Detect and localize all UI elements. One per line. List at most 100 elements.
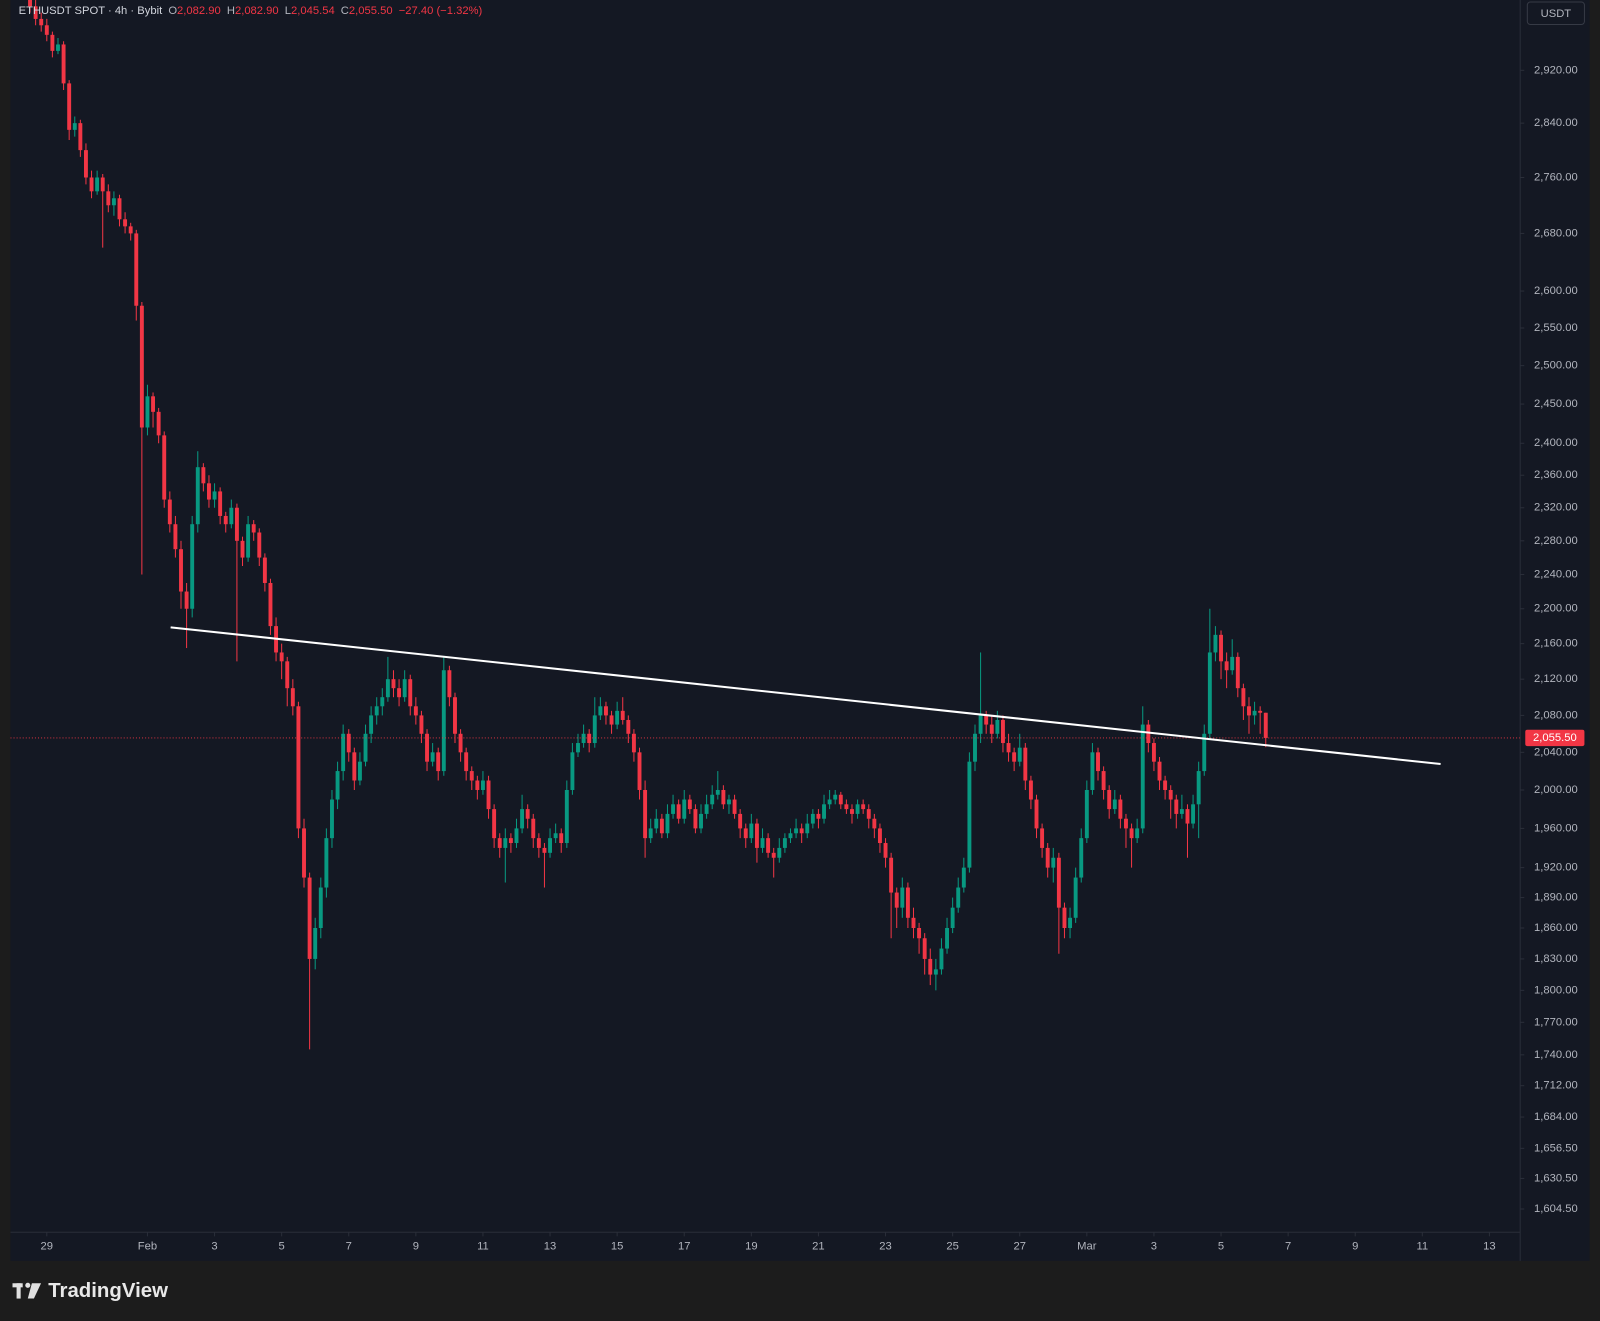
candle-body [542, 847, 547, 853]
currency-label: USDT [1541, 8, 1572, 20]
candle-body [162, 435, 167, 500]
candle-body [799, 828, 804, 834]
candle-body [402, 679, 407, 698]
candle-body [548, 838, 553, 853]
candle-body [72, 123, 77, 130]
candle-body [604, 706, 608, 716]
y-tick-label: 2,600.00 [1534, 285, 1578, 297]
candle-body [1062, 907, 1067, 928]
candle-body [128, 226, 133, 234]
candle-body [609, 715, 614, 725]
candle-body [111, 198, 116, 206]
candle-body [1213, 634, 1218, 653]
candle-body [28, 0, 32, 7]
candle-body [430, 752, 435, 762]
trendline[interactable] [170, 626, 1441, 766]
candle-body [357, 761, 362, 781]
candle-body [246, 524, 251, 558]
candle-body [486, 780, 491, 810]
candle-body [1012, 752, 1017, 762]
x-tick-label: Mar [1077, 1241, 1097, 1253]
x-tick-label: 27 [1013, 1241, 1025, 1253]
candle-body [827, 799, 832, 805]
candle-body [1006, 743, 1011, 753]
candle-body [324, 838, 329, 888]
open-value: 2,082.90 [177, 5, 221, 17]
last-price-label: 2,055.50 [1533, 732, 1577, 744]
candle-body [1196, 771, 1201, 805]
candle-body [134, 233, 139, 306]
candle-body [179, 549, 183, 592]
candle-body [665, 813, 670, 834]
logo-shape [16, 1283, 21, 1299]
candle-body [139, 305, 144, 428]
candle-body [475, 780, 480, 790]
candle-body [710, 794, 715, 805]
x-tick-label: 19 [745, 1241, 757, 1253]
candle-body [1051, 857, 1056, 868]
candle-body [151, 396, 156, 412]
candle-body [598, 706, 603, 716]
candle-body [408, 679, 413, 707]
candle-body [346, 733, 351, 753]
x-tick-label: 3 [211, 1241, 217, 1253]
candle-body [704, 804, 709, 814]
candle-body [413, 706, 418, 716]
y-tick-label: 2,120.00 [1534, 673, 1578, 685]
candle-body [933, 969, 938, 975]
candle-body [514, 828, 519, 844]
candle-body [1056, 857, 1061, 908]
candle-body [727, 799, 731, 805]
candle-body [676, 804, 681, 819]
y-tick-label: 2,360.00 [1534, 469, 1578, 481]
y-tick-label: 2,450.00 [1534, 398, 1578, 410]
candle-body [805, 823, 810, 834]
candle-body [754, 823, 759, 848]
y-tick-label: 1,740.00 [1534, 1049, 1578, 1061]
y-tick-label: 1,890.00 [1534, 892, 1578, 904]
y-tick-label: 2,840.00 [1534, 117, 1578, 129]
close-label: C [341, 5, 349, 17]
candle-body [1135, 828, 1140, 839]
candle-body [995, 719, 1000, 734]
x-tick-label: 5 [279, 1241, 285, 1253]
candle-body [699, 813, 703, 829]
x-tick-label: 3 [1151, 1241, 1157, 1253]
candle-body [626, 719, 631, 734]
y-tick-label: 1,770.00 [1534, 1016, 1578, 1028]
candle-body [296, 706, 301, 829]
candle-body [374, 706, 379, 716]
candle-body [229, 507, 234, 525]
candle-body [570, 752, 575, 790]
candle-body [643, 789, 648, 839]
y-tick-label: 2,320.00 [1534, 502, 1578, 514]
candle-body [794, 828, 799, 834]
candle-body [469, 771, 474, 781]
candle-body [492, 809, 497, 839]
currency-button[interactable] [1526, 1, 1585, 25]
x-tick-label: 5 [1218, 1241, 1224, 1253]
candle-body [1023, 747, 1028, 781]
candle-body [39, 18, 44, 26]
candle-body [330, 799, 334, 839]
candle-body [659, 818, 664, 834]
candle-body [1101, 771, 1106, 790]
candle-body [44, 25, 49, 35]
y-tick-label: 2,240.00 [1534, 568, 1578, 580]
y-tick-label: 2,080.00 [1534, 709, 1578, 721]
candle-body [894, 892, 899, 908]
candle-body [78, 123, 83, 151]
candle-body [911, 917, 916, 928]
candle-body [458, 733, 463, 753]
candle-body [928, 958, 933, 975]
candle-body [1073, 877, 1078, 918]
candle-body [682, 799, 687, 819]
candle-body [341, 733, 346, 772]
y-tick-label: 2,550.00 [1534, 322, 1578, 334]
candle-body [313, 927, 318, 959]
candle-body [1230, 656, 1235, 671]
candle-body [631, 733, 636, 753]
candle-body [654, 818, 659, 829]
y-tick-label: 1,920.00 [1534, 862, 1578, 874]
